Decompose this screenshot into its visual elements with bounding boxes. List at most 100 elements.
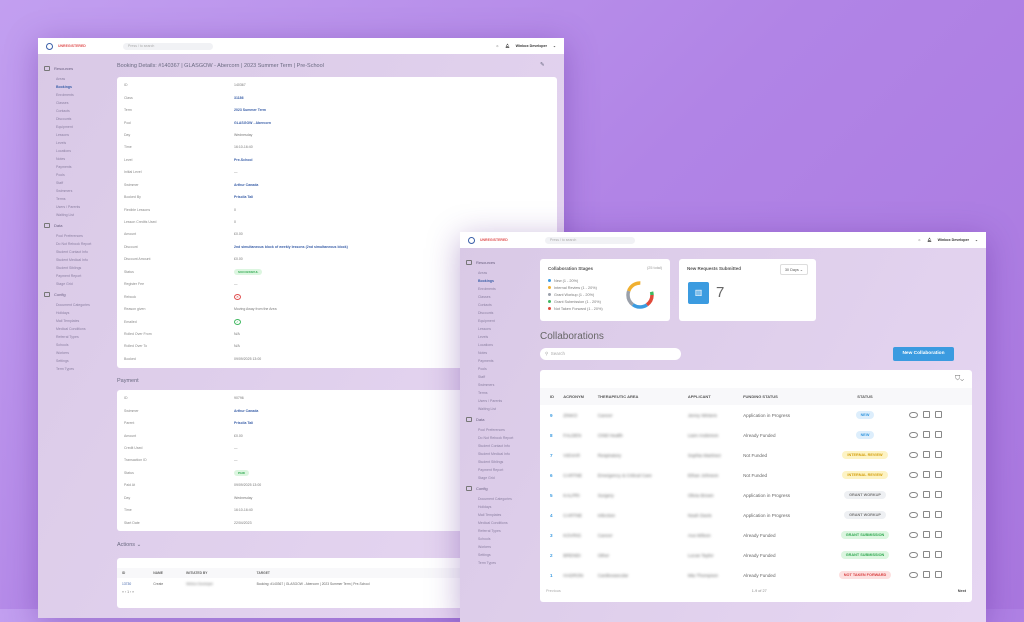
sidebar-item[interactable]: Do Not Rebook Report [478, 436, 514, 440]
search-input[interactable]: Press / to search [545, 236, 635, 244]
sidebar-item[interactable]: Workers [56, 351, 69, 355]
sidebar-item[interactable]: Holidays [56, 311, 70, 315]
edit-icon[interactable] [922, 451, 930, 458]
sidebar-item[interactable]: Pool Preferences [56, 234, 83, 238]
search-input[interactable]: Press / to search [123, 42, 213, 50]
sidebar-section-resources[interactable]: Resources [44, 66, 116, 71]
sidebar-item[interactable]: Notes [478, 351, 488, 355]
cell-id[interactable]: 2 [550, 552, 553, 558]
sidebar-item[interactable]: Classes [478, 295, 491, 299]
field-value[interactable]: GLASGOW - Abercorn [234, 120, 272, 125]
sidebar-item[interactable]: Waiting List [478, 407, 496, 411]
sidebar-item[interactable]: Bookings [56, 85, 72, 89]
field-value[interactable]: Priscila Tali [234, 195, 254, 200]
trash-icon[interactable] [934, 571, 942, 578]
sidebar-section-data[interactable]: Data [44, 223, 116, 228]
sidebar-item[interactable]: Swimmers [478, 383, 495, 387]
eye-icon[interactable] [908, 472, 918, 478]
bell-icon[interactable]: 🔔︎ [505, 44, 510, 48]
sidebar-item[interactable]: Discounts [478, 311, 494, 315]
new-collaboration-button[interactable]: New Collaboration [893, 347, 954, 361]
edit-icon[interactable] [922, 471, 930, 478]
eye-icon[interactable] [908, 552, 918, 558]
sidebar-item[interactable]: Enrolments [478, 287, 496, 291]
sidebar-item[interactable]: Referral Types [478, 529, 501, 533]
trash-icon[interactable] [934, 431, 942, 438]
cell-id[interactable]: 1 [550, 572, 553, 578]
table-row[interactable]: 6 CARTNE Emergency & Critical Care Ethan Jo… [540, 465, 972, 485]
user-menu[interactable]: Winbox Developer [937, 238, 969, 242]
sidebar-item[interactable]: Swimmers [56, 189, 73, 193]
previous-button[interactable]: Previous [546, 589, 561, 593]
sidebar-item[interactable]: Settings [478, 553, 491, 557]
sidebar-item[interactable]: Lessons [56, 133, 70, 137]
sidebar-item[interactable]: Discounts [56, 117, 72, 121]
sidebar-item[interactable]: Schools [478, 537, 491, 541]
theme-icon[interactable]: ☼ [917, 238, 922, 242]
sidebar-item[interactable]: Notes [56, 157, 66, 161]
sidebar-item[interactable]: Payments [56, 165, 72, 169]
sidebar-item[interactable]: Payment Report [56, 274, 82, 278]
cell-id[interactable]: 7 [550, 452, 553, 458]
chevron-down-icon[interactable]: ⌄ [974, 238, 978, 242]
table-row[interactable]: 5 KALPRI Surgery Olivia Brown Application in… [540, 485, 972, 505]
sidebar-item[interactable]: Waiting List [56, 213, 74, 217]
sidebar-item[interactable]: Stage Grid [56, 282, 73, 286]
sidebar-item[interactable]: Contacts [56, 109, 70, 113]
sidebar-item[interactable]: Stage Grid [478, 476, 495, 480]
sidebar-item[interactable]: Student Siblings [478, 460, 504, 464]
table-row[interactable]: 2 BRENDI Other Lucas Taylor Already Funded GR… [540, 545, 972, 565]
pagination[interactable]: « ‹ 1 › » [122, 590, 135, 594]
collab-search-input[interactable]: ⚲ Search [540, 348, 681, 360]
sidebar-item[interactable]: Classes [56, 101, 69, 105]
column-header[interactable]: ID [540, 388, 564, 405]
sidebar-item[interactable]: Student Contact Info [478, 444, 510, 448]
sidebar-item[interactable]: Staff [478, 375, 486, 379]
sidebar-item[interactable]: Pools [478, 367, 487, 371]
field-value[interactable]: 2nd simultaneous block of weekly lessons… [234, 244, 348, 249]
sidebar-item[interactable]: Settings [56, 359, 69, 363]
cell-id[interactable]: 9 [550, 412, 553, 418]
sidebar-item[interactable]: Staff [56, 181, 64, 185]
sidebar-item[interactable]: Payments [478, 359, 494, 363]
sidebar-item[interactable]: Payment Report [478, 468, 504, 472]
bell-icon[interactable]: 🔔︎ [927, 238, 932, 242]
sidebar-item[interactable]: Student Medical Info [56, 258, 88, 262]
filter-icon[interactable]: ⛉⌄ [954, 375, 964, 382]
sidebar-item[interactable]: Referral Types [56, 335, 79, 339]
sidebar-item[interactable]: Lessons [478, 327, 492, 331]
range-select[interactable]: 30 Days ⌄ [779, 264, 808, 275]
field-value[interactable]: 31186 [234, 95, 244, 100]
sidebar-item[interactable]: Levels [56, 141, 67, 145]
eye-icon[interactable] [908, 492, 918, 498]
sidebar-item[interactable]: Medical Conditions [56, 327, 86, 331]
eye-icon[interactable] [908, 412, 918, 418]
sidebar-item[interactable]: Mail Templates [56, 319, 80, 323]
edit-icon[interactable] [922, 551, 930, 558]
cell-id[interactable]: 3 [550, 532, 553, 538]
sidebar-section-config[interactable]: Config [466, 486, 538, 491]
sidebar-item[interactable]: Term Types [478, 561, 497, 565]
sidebar-section-config[interactable]: Config [44, 292, 116, 297]
sidebar-item[interactable]: Contacts [478, 303, 492, 307]
sidebar-item[interactable]: Areas [56, 77, 66, 81]
table-row[interactable]: 3 KOVRIG Cancer Ava Wilson Already Funded GRA… [540, 525, 972, 545]
cell-id[interactable]: 5 [550, 492, 553, 498]
cell-id[interactable]: 6 [550, 472, 553, 478]
eye-icon[interactable] [908, 572, 918, 578]
edit-icon[interactable]: ✎ [540, 62, 545, 68]
edit-icon[interactable] [922, 531, 930, 538]
trash-icon[interactable] [934, 551, 942, 558]
trash-icon[interactable] [934, 471, 942, 478]
sidebar-item[interactable]: Student Siblings [56, 266, 82, 270]
trash-icon[interactable] [934, 451, 942, 458]
eye-icon[interactable] [908, 432, 918, 438]
sidebar-section-resources[interactable]: Resources [466, 260, 538, 265]
edit-icon[interactable] [922, 411, 930, 418]
field-value[interactable]: Arthur Canada [234, 182, 259, 187]
field-value[interactable]: Priscila Tali [234, 421, 254, 426]
sidebar-item[interactable]: Users / Parents [56, 205, 81, 209]
edit-icon[interactable] [922, 571, 930, 578]
sidebar-item[interactable]: Equipment [56, 125, 73, 129]
user-menu[interactable]: Winbox Developer [515, 44, 547, 48]
